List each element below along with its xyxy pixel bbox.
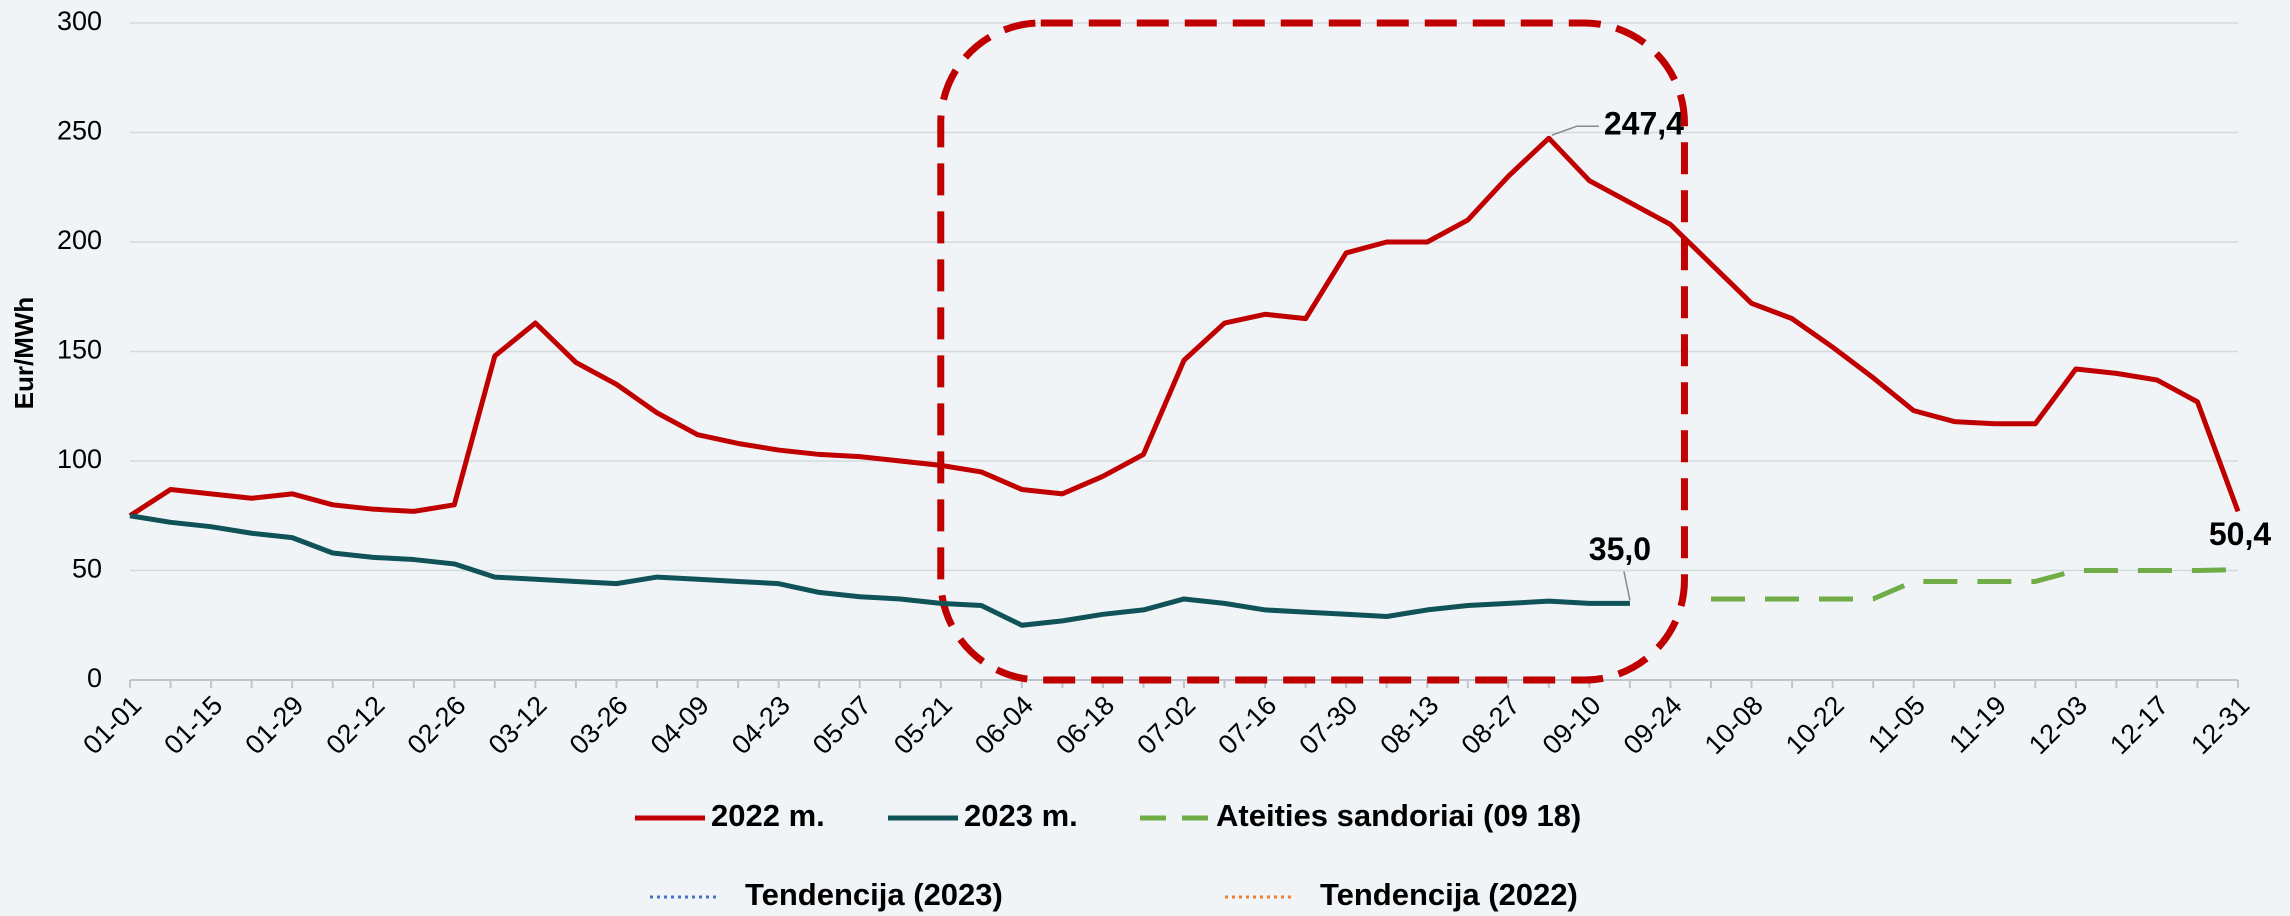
y-tick-label: 200	[57, 225, 102, 255]
y-tick-label: 150	[57, 335, 102, 365]
x-tick-label: 03-12	[483, 690, 553, 760]
x-tick-label: 05-21	[888, 690, 958, 760]
line-series	[129, 513, 1630, 628]
y-tick-label: 250	[57, 116, 102, 146]
x-tick-label: 08-13	[1374, 690, 1444, 760]
x-tick-label: 12-17	[2104, 690, 2174, 760]
y-tick-label: 50	[72, 554, 102, 584]
legend-label: 2023 m.	[964, 798, 1078, 833]
x-tick-label: 12-31	[2185, 690, 2255, 760]
leader-line	[1623, 571, 1631, 601]
x-tick-label: 12-03	[2023, 690, 2093, 760]
x-tick-label: 04-09	[645, 690, 715, 760]
x-tick-label: 02-12	[320, 690, 390, 760]
legend-label: Tendencija (2022)	[1320, 877, 1578, 912]
x-tick-label: 06-18	[1050, 690, 1120, 760]
x-tick-label: 10-22	[1780, 690, 1850, 760]
x-tick-label: 06-04	[969, 690, 1039, 760]
x-tick-label: 08-27	[1456, 690, 1526, 760]
y-tick-label: 100	[57, 444, 102, 474]
legend-label: Tendencija (2023)	[745, 877, 1003, 912]
line-series	[1711, 567, 2239, 602]
value-label: 247,4	[1604, 106, 1684, 142]
y-tick-label: 0	[87, 663, 102, 693]
x-tick-label: 01-01	[77, 690, 147, 760]
x-tick-label: 07-30	[1293, 690, 1363, 760]
x-tick-label: 01-15	[158, 690, 228, 760]
x-tick-label: 10-08	[1699, 690, 1769, 760]
x-tick-label: 03-26	[564, 690, 634, 760]
x-tick-label: 07-16	[1212, 690, 1282, 760]
x-tick-label: 11-05	[1862, 690, 1931, 759]
y-axis-label: Eur/MWh	[9, 297, 39, 410]
y-tick-label: 300	[57, 6, 102, 36]
x-tick-label: 05-07	[807, 690, 877, 760]
value-label: 50,4	[2209, 516, 2271, 552]
x-tick-label: 11-19	[1943, 690, 2012, 759]
x-tick-label: 09-10	[1537, 690, 1607, 760]
legend-label: 2022 m.	[711, 798, 825, 833]
leader-line	[1551, 125, 1599, 136]
x-tick-label: 01-29	[239, 690, 309, 760]
line-series	[128, 135, 2241, 518]
x-tick-label: 04-23	[726, 690, 796, 760]
x-tick-label: 07-02	[1131, 690, 1201, 760]
legend-label: Ateities sandoriai (09 18)	[1216, 798, 1581, 833]
x-tick-label: 02-26	[402, 690, 472, 760]
highlight-box	[937, 19, 1688, 684]
x-tick-label: 09-24	[1618, 690, 1688, 760]
value-label: 35,0	[1589, 531, 1651, 567]
